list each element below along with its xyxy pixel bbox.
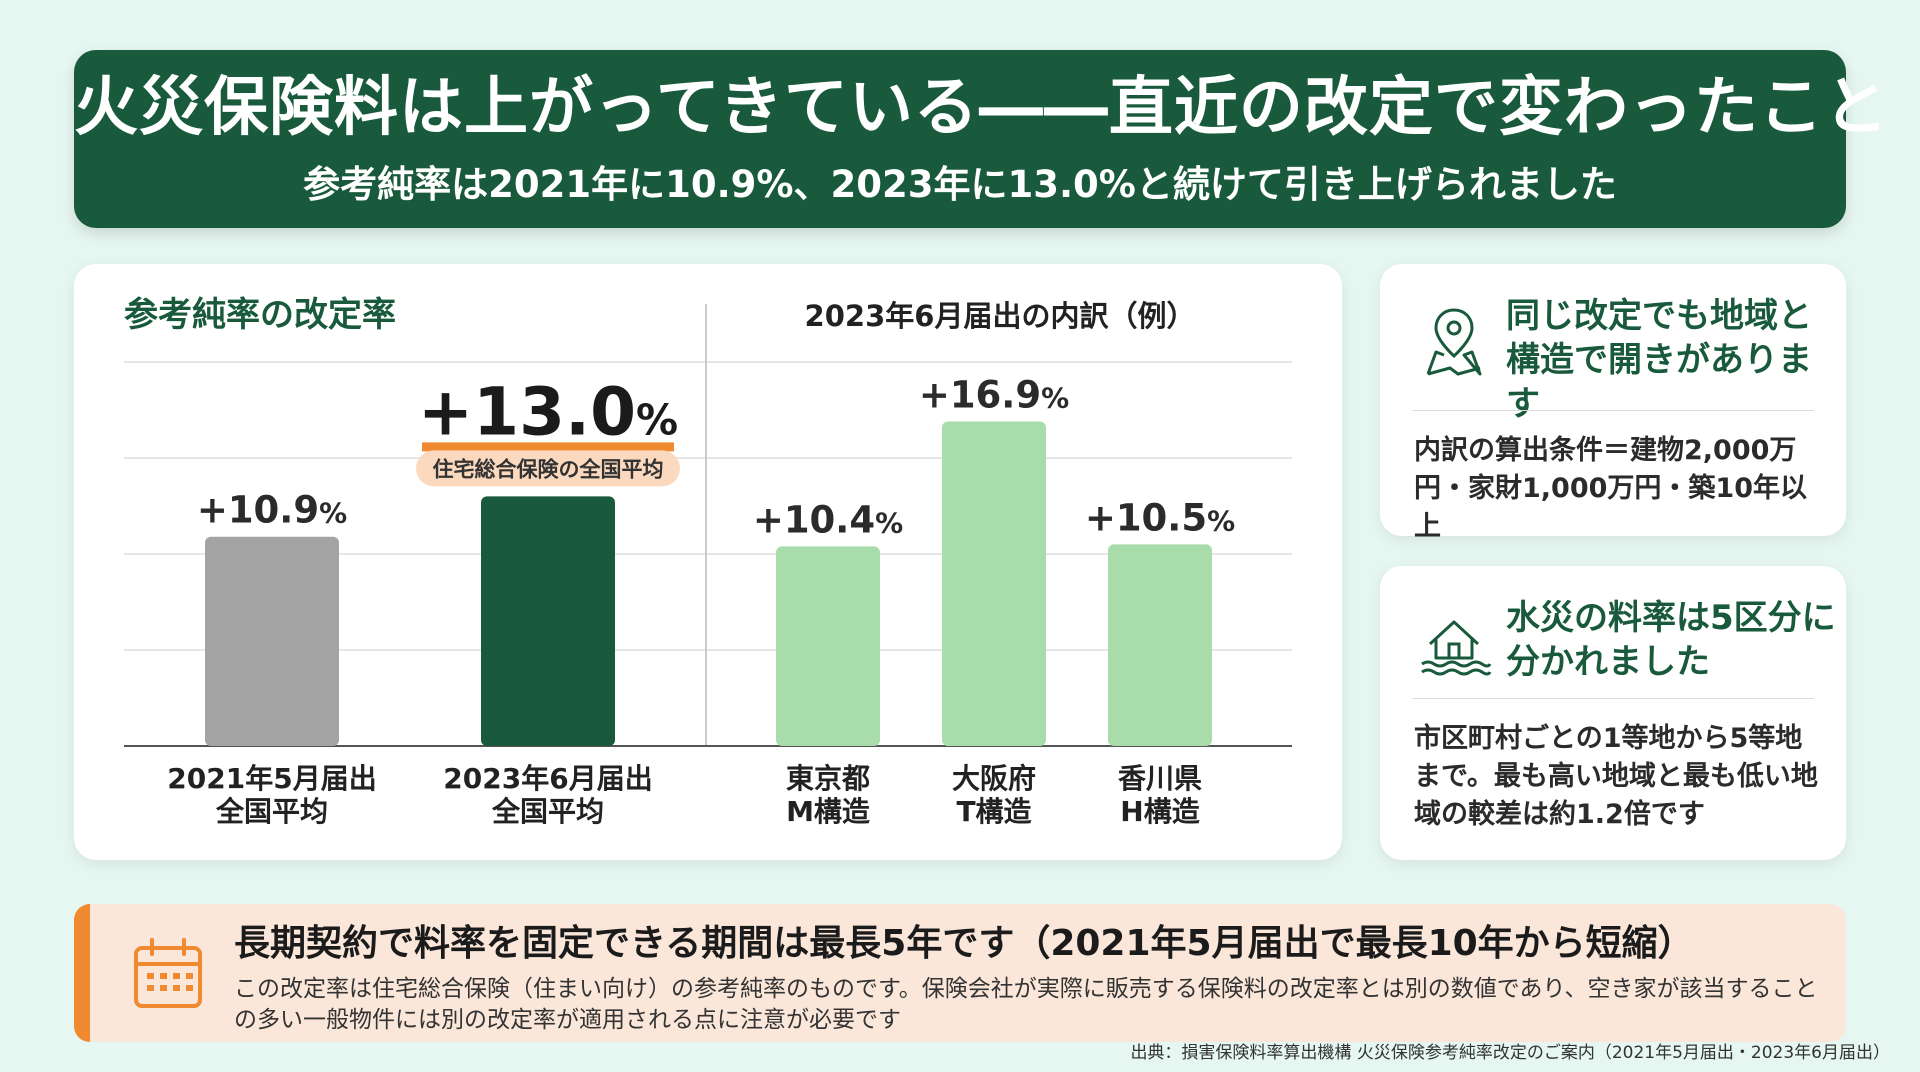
info-card-region-text: 内訳の算出条件＝建物2,000万円・家財1,000万円・築10年以上 [1414, 435, 1807, 542]
divider [1412, 698, 1814, 699]
banner-accent-bar [74, 904, 90, 1042]
bottom-banner: 長期契約で料率を固定できる期間は最長5年です（2021年5月届出で最長10年から… [74, 904, 1846, 1042]
value-label: +10.5% [1085, 496, 1235, 539]
banner-title: 長期契約で料率を固定できる期間は最長5年です（2021年5月届出で最長10年から… [234, 923, 1694, 964]
highlight-badge-text: 住宅総合保険の全国平均 [433, 457, 664, 481]
map-pin-icon [1426, 308, 1482, 376]
page-subtitle: 参考純率は2021年に10.9%、2023年に13.0%と続けて引き上げられまし… [303, 163, 1617, 206]
value-label: +13.0% [418, 373, 678, 450]
chart-card: 参考純率の改定率 +10.9% 2021年5月届出全国平均 +13.0% 住宅総合保険の… [74, 264, 1342, 860]
chart-title: 2023年6月届出の内訳（例） [805, 299, 1196, 333]
info-card-flood-text: 市区町村ごとの1等地から5等地まで。最も高い地域と最も低い地域の較差は約1.2倍… [1414, 723, 1818, 830]
category-label: 東京都 M構造 [786, 762, 870, 828]
info-card-flood: 水災の料率は5区分に分かれました 市区町村ごとの1等地から5等地まで。最も高い地… [1380, 566, 1846, 860]
category-label: 2021年5月届出全国平均 [167, 762, 376, 828]
info-card-region-title: 同じ改定でも地域と構造で開きがあります [1506, 296, 1812, 424]
calendar-icon [134, 938, 202, 1008]
banner-text: この改定率は住宅総合保険（住まい向け）の参考純率のものです。保険会社が実際に販売… [234, 976, 1818, 1033]
category-label: 大阪府 T構造 [952, 762, 1036, 828]
value-label-underline [422, 442, 674, 452]
category-label: 2023年6月届出全国平均 [443, 762, 652, 828]
header-banner: 火災保険料は上がってきている――直近の改定で変わったこと 参考純率は2021年に… [74, 50, 1889, 228]
value-label: +10.9% [197, 489, 347, 532]
info-card-flood-title: 水災の料率は5区分に分かれました [1506, 598, 1836, 682]
info-card-region: 同じ改定でも地域と構造で開きがあります 内訳の算出条件＝建物2,000万円・家財… [1380, 264, 1846, 542]
category-label: 香川県 H構造 [1118, 762, 1202, 828]
page-title: 火災保険料は上がってきている――直近の改定で変わったこと [74, 71, 1889, 145]
divider [1412, 410, 1814, 411]
value-label: +10.4% [753, 498, 903, 541]
bar [942, 421, 1046, 746]
chart-title: 参考純率の改定率 [124, 295, 396, 335]
rate-chart: 参考純率の改定率 +10.9% 2021年5月届出全国平均 +13.0% 住宅総合保険の… [124, 295, 1292, 828]
bar [205, 536, 339, 746]
bar [481, 496, 615, 746]
bar [1108, 544, 1212, 746]
flood-house-icon [1421, 620, 1492, 676]
value-label: +16.9% [919, 374, 1069, 417]
source-note: 出典：損害保険料率算出機構 火災保険参考純率改定のご案内（2021年5月届出・2… [1130, 1043, 1890, 1063]
highlight-badge [416, 450, 680, 487]
bar [776, 546, 880, 746]
